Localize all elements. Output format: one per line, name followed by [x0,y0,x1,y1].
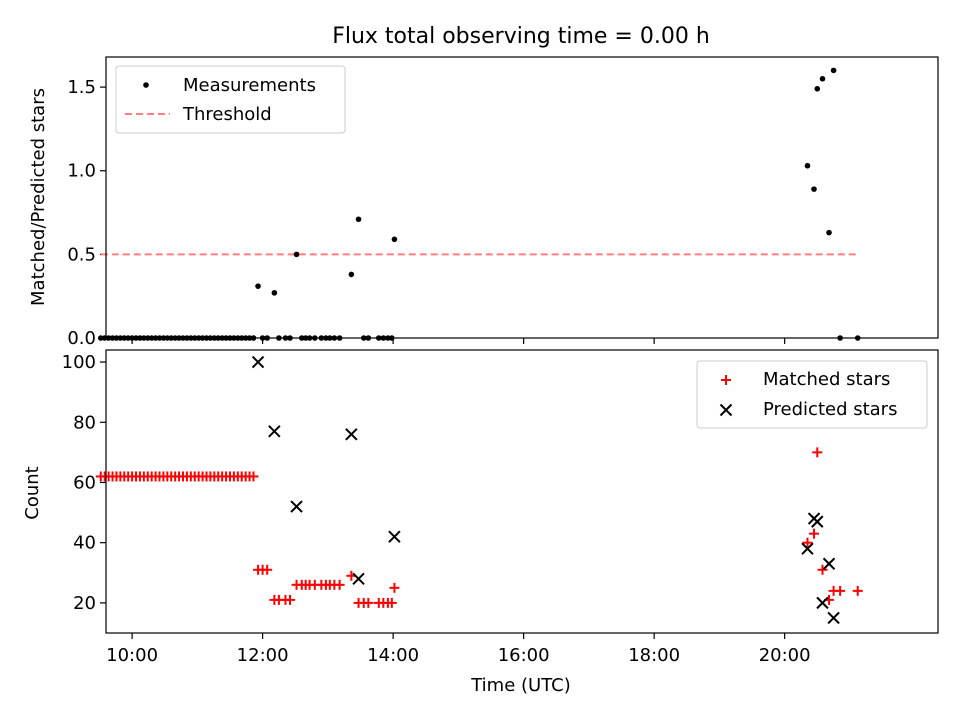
predicted-point [290,500,303,513]
measurement-point [811,186,817,192]
bottom-xtick-label: 12:00 [237,645,289,666]
legend-matched-plus [721,375,731,385]
matched-point [809,528,820,539]
matched-point [812,447,823,458]
predicted-point-b [816,596,829,610]
top-ticks: 0.0 0.5 1.0 1.5 [67,77,786,349]
predicted-point [811,515,824,528]
count-panel: Count Time (UTC) 20 40 60 80 100 10:00 12:00 14… [22,349,939,696]
top-legend: Measurements Threshold [115,65,346,134]
legend-predicted-x-b [719,403,733,417]
legend-threshold-label: Threshold [182,104,272,125]
predicted-point [268,425,281,438]
predicted-point-b [801,542,814,555]
bottom-ytick-label: 80 [73,412,96,433]
bottom-xtick-label: 20:00 [759,645,811,666]
measurement-point [293,251,300,258]
measurement-point [348,271,355,278]
matched-point [835,585,846,596]
predicted-point [345,428,358,441]
measurement-point [830,67,837,74]
top-axes-frame [105,56,939,339]
matched-point [386,597,397,608]
bottom-legend: Matched stars Predicted stars [696,360,928,429]
figure-title: Flux total observing time = 0.00 h [332,24,710,49]
matched-point [262,564,273,575]
bottom-ytick-label: 100 [62,352,96,373]
legend-matched-marker [721,375,731,385]
predicted-point [251,355,265,369]
top-ytick-label: 1.0 [67,161,96,182]
predicted-point [816,596,829,610]
measurement-point [355,216,362,223]
top-ytick-label: 0.5 [67,244,96,265]
bottom-axes-frame [105,349,939,634]
measurement-point [819,75,826,82]
legend-measurements-marker [143,82,149,88]
legend-predicted-x [719,403,733,417]
matched-point [363,597,374,608]
measurement-point [826,229,832,236]
legend-predicted-marker [719,403,733,417]
legend-measurements-label: Measurements [183,75,316,96]
bottom-legend-box [696,360,928,429]
measurement-point [97,335,104,341]
predicted-point-b [811,515,824,528]
top-ytick-label: 1.5 [67,77,96,98]
matched-point [852,585,863,596]
measurement-point [391,236,398,243]
top-ylabel: Matched/Predicted stars [28,88,49,306]
predicted-point [822,557,836,570]
legend-predicted-label: Predicted stars [763,399,897,420]
bottom-xtick-label: 16:00 [498,645,550,666]
measurement-point [804,162,811,169]
predicted-point [827,611,840,625]
bottom-ytick-label: 20 [73,593,96,614]
bottom-xtick-label: 18:00 [628,645,680,666]
top-data [97,67,861,341]
predicted-point-b [345,428,358,441]
matched-point [334,579,345,590]
top-ytick-label: 0.0 [67,328,96,349]
bottom-data [95,355,863,625]
ratio-panel: Matched/Predicted stars 0.0 0.5 1.0 1.5 Mea… [28,56,939,349]
matched-point [285,594,296,605]
predicted-point [352,572,365,586]
predicted-point-b [268,425,281,438]
legend-matched-label: Matched stars [763,369,890,390]
measurement-point [255,283,261,289]
matched-point [389,582,400,593]
measurement-point [271,290,278,296]
bottom-xtick-label: 10:00 [106,645,158,666]
matched-point [817,564,828,575]
predicted-point [388,530,401,543]
top-legend-box [115,65,346,134]
bottom-ytick-label: 40 [73,533,96,554]
predicted-point-b [822,557,836,570]
bottom-ticks: 20 40 60 80 100 10:00 12:00 14:00 16:00 18:00 20:0… [62,352,811,666]
predicted-point [801,542,814,555]
bottom-xlabel: Time (UTC) [470,675,571,696]
predicted-point-b [827,611,840,625]
matched-point [248,471,259,482]
bottom-ytick-label: 60 [73,472,96,493]
predicted-point-b [251,355,265,369]
predicted-point-b [290,500,303,513]
measurement-point [814,85,821,92]
predicted-point-b [388,530,401,543]
matched-point [802,537,813,548]
bottom-ylabel: Count [22,466,43,519]
bottom-xtick-label: 14:00 [367,645,419,666]
predicted-point-b [352,572,365,586]
